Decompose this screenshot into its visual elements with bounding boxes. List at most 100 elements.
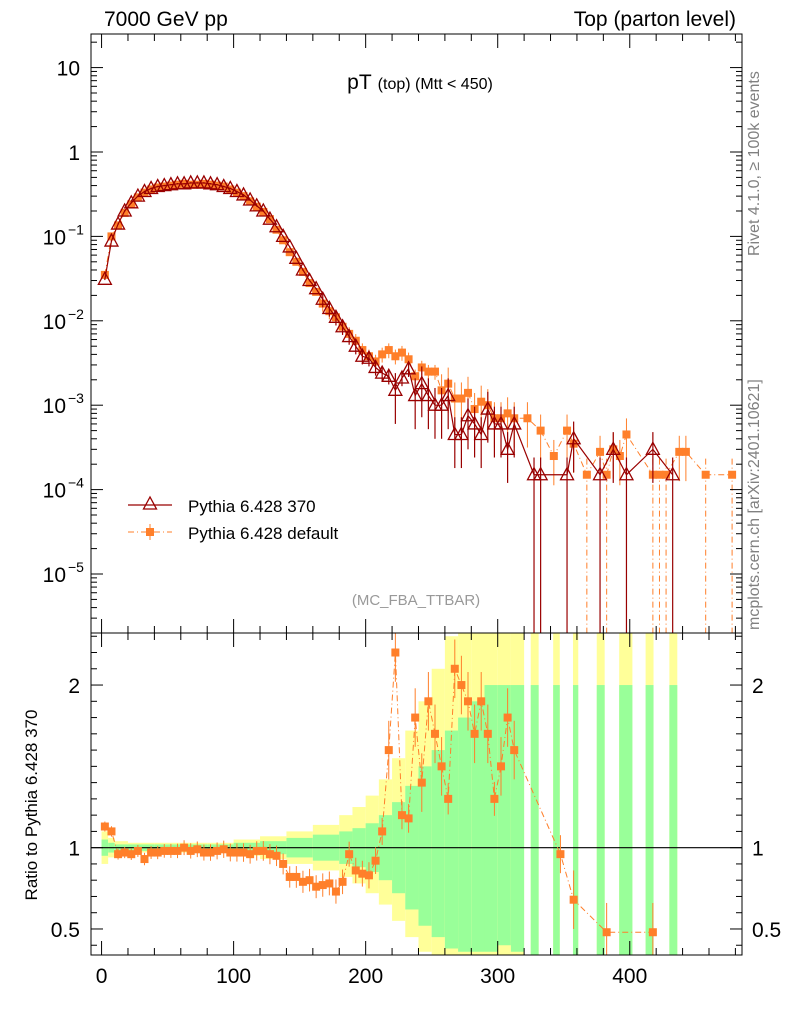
series-370-point xyxy=(301,272,318,287)
series-370-point xyxy=(618,466,635,481)
ratio-point xyxy=(364,871,373,880)
y-tick-label-exponent: −1 xyxy=(68,221,84,237)
ratio-band-green xyxy=(596,685,605,955)
series-default-point xyxy=(166,181,175,190)
series-default-point xyxy=(536,426,545,435)
y-tick-label: 10 xyxy=(43,395,66,418)
series-370-point xyxy=(381,367,397,382)
series-370-point xyxy=(262,210,278,225)
ratio-point xyxy=(100,822,109,831)
y-tick-label-base: 10 xyxy=(43,395,66,418)
series-default-point xyxy=(384,346,393,355)
ratio-point xyxy=(239,848,248,857)
series-default-point xyxy=(153,183,162,192)
chart-title-main: pT xyxy=(347,71,372,94)
series-370-point xyxy=(361,349,377,364)
mcplots-reference-label: mcplots.cern.ch [arXiv:2401.10621] xyxy=(746,379,763,630)
series-default-point xyxy=(411,372,420,381)
ratio-points xyxy=(100,633,657,955)
y-tick-label: 10 xyxy=(43,480,66,503)
series-370-point xyxy=(394,369,410,384)
ratio-point xyxy=(345,850,354,859)
header-left-label: 7000 GeV pp xyxy=(104,8,228,31)
ratio-point xyxy=(180,843,189,852)
series-default-point xyxy=(120,208,129,217)
ratio-point xyxy=(556,850,565,859)
series-default-point xyxy=(602,470,611,479)
ratio-band-green xyxy=(418,766,432,926)
series-370-point xyxy=(473,426,489,441)
ratio-point xyxy=(510,746,519,755)
y-tick-label-exponent: −5 xyxy=(68,559,84,575)
series-370-point xyxy=(533,466,549,481)
series-370-point xyxy=(506,415,522,430)
series-default-point xyxy=(681,447,690,456)
series-370-point xyxy=(407,387,423,402)
ratio-y-tick-label-right: 2 xyxy=(752,675,764,698)
series-default-point xyxy=(279,236,288,245)
series-370-point xyxy=(209,176,225,191)
ratio-point xyxy=(351,866,360,875)
series-370-point xyxy=(467,415,483,430)
ratio-point xyxy=(417,778,426,787)
series-default-point xyxy=(728,470,737,479)
y-tick-label: 10 xyxy=(57,58,80,81)
series-default-point xyxy=(173,180,182,189)
ratio-y-tick-label-right: 0.5 xyxy=(752,919,781,942)
series-default-point xyxy=(430,367,439,376)
ratio-point xyxy=(331,887,340,896)
series-370-point xyxy=(275,228,291,243)
ratio-point xyxy=(490,794,499,803)
legend-370-label: Pythia 6.428 370 xyxy=(188,497,316,516)
legend-default-marker xyxy=(146,528,154,536)
y-tick-label: 10 xyxy=(43,311,66,334)
series-default-point xyxy=(100,270,109,279)
series-370-point xyxy=(354,347,370,362)
ratio-point xyxy=(457,681,466,690)
main-series xyxy=(97,174,737,633)
series-370-point xyxy=(268,218,285,233)
y-tick-label: 10 xyxy=(43,564,66,587)
series-370-line xyxy=(104,182,674,476)
analysis-label: (MC_FBA_TTBAR) xyxy=(352,592,480,609)
ratio-point xyxy=(404,814,413,823)
series-default-point xyxy=(457,394,466,403)
series-default-point xyxy=(199,179,208,188)
series-370-point xyxy=(249,197,265,212)
ratio-point xyxy=(252,846,261,855)
y-tick-label-exponent: −2 xyxy=(68,306,84,322)
series-370-point xyxy=(341,328,357,343)
series-default-point xyxy=(549,452,558,461)
y-tick-label-base: 10 xyxy=(43,226,66,249)
ratio-point xyxy=(371,856,380,865)
series-default-point xyxy=(655,470,664,479)
ratio-point xyxy=(193,845,202,854)
ratio-band-green xyxy=(471,701,485,952)
series-370-point xyxy=(566,430,582,445)
series-370-point xyxy=(420,387,436,402)
ratio-point xyxy=(153,848,162,857)
series-370-point xyxy=(367,359,384,374)
y-tick-label-base: 1 xyxy=(68,142,80,165)
series-370-point xyxy=(222,180,238,195)
series-default-point xyxy=(305,279,314,288)
series-370-point xyxy=(143,180,159,195)
ratio-point xyxy=(147,848,156,857)
series-default-point xyxy=(391,352,400,361)
ratio-point xyxy=(325,879,334,888)
ratio-band-green xyxy=(645,685,654,955)
series-default-point xyxy=(563,426,572,435)
ratio-point xyxy=(358,869,367,878)
x-tick-label: 0 xyxy=(96,965,108,988)
series-370-point xyxy=(229,183,245,198)
series-default-point xyxy=(450,394,459,403)
ratio-point xyxy=(199,848,208,857)
x-tick-label: 400 xyxy=(612,965,647,988)
ratio-point xyxy=(437,762,446,771)
ratio-point xyxy=(133,846,142,855)
series-default-point xyxy=(404,355,413,364)
ratio-point xyxy=(384,746,393,755)
ratio-point xyxy=(265,850,274,859)
y-tick-label-base: 10 xyxy=(43,480,66,503)
